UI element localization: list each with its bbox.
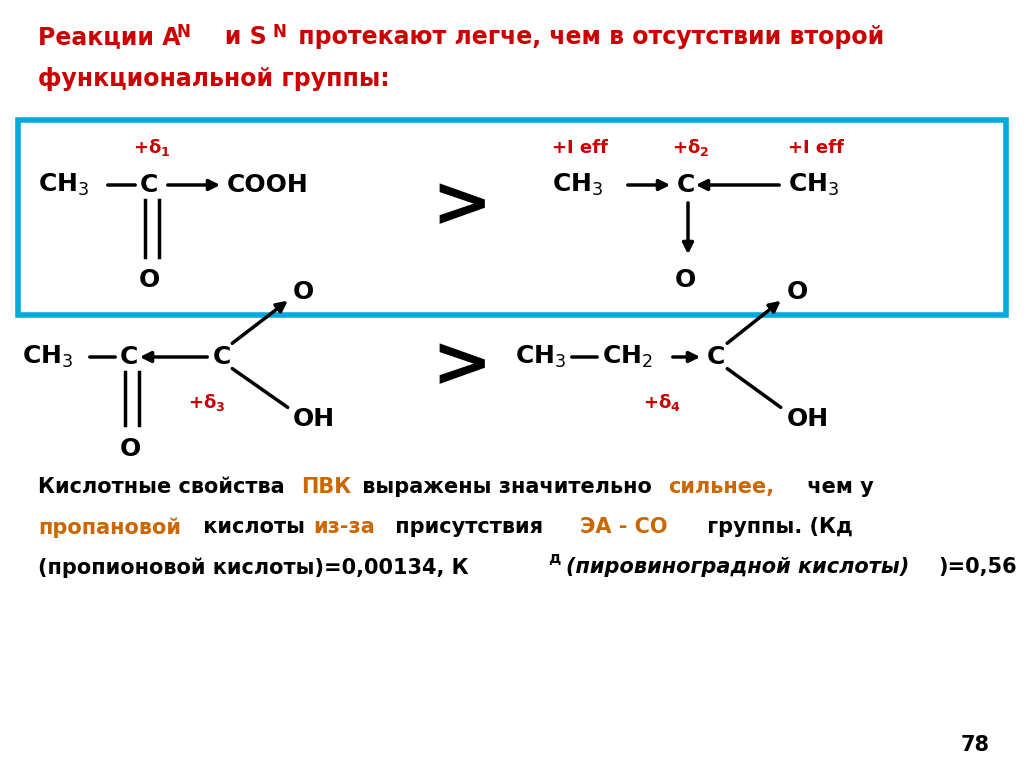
Text: и S: и S xyxy=(200,25,266,49)
Text: C: C xyxy=(140,173,159,197)
Text: из-за: из-за xyxy=(313,517,375,537)
Text: C: C xyxy=(707,345,725,369)
Text: +$\mathbf{\delta_4}$: +$\mathbf{\delta_4}$ xyxy=(643,391,681,413)
Text: сильнее,: сильнее, xyxy=(668,477,774,497)
Text: кислоты: кислоты xyxy=(196,517,312,537)
Text: (пировиноградной кислоты): (пировиноградной кислоты) xyxy=(566,557,909,577)
Text: C: C xyxy=(213,345,231,369)
Text: д: д xyxy=(548,551,560,566)
Text: O: O xyxy=(293,280,314,304)
Text: выражены значительно: выражены значительно xyxy=(355,477,659,497)
Text: )=0,56: )=0,56 xyxy=(938,557,1017,577)
Text: +$\mathbf{\delta_1}$: +$\mathbf{\delta_1}$ xyxy=(133,137,171,159)
Text: CH$_3$: CH$_3$ xyxy=(22,344,74,370)
Text: O: O xyxy=(787,280,808,304)
Text: O: O xyxy=(139,268,160,292)
Text: O: O xyxy=(120,437,141,461)
Text: N: N xyxy=(177,23,190,41)
Text: Реакции A: Реакции A xyxy=(38,25,180,49)
Text: протекают легче, чем в отсутствии второй: протекают легче, чем в отсутствии второй xyxy=(290,25,885,49)
Text: >: > xyxy=(432,173,493,242)
Text: OH: OH xyxy=(787,407,829,431)
Text: +I eff: +I eff xyxy=(552,139,608,157)
Bar xyxy=(18,120,1006,315)
Text: присутствия: присутствия xyxy=(388,517,550,537)
Text: CH$_3$: CH$_3$ xyxy=(788,172,840,198)
Text: пропановой: пропановой xyxy=(38,517,181,538)
Text: CH$_3$: CH$_3$ xyxy=(552,172,603,198)
Text: 78: 78 xyxy=(961,735,989,755)
Text: C: C xyxy=(120,345,138,369)
Text: группы. (Кд: группы. (Кд xyxy=(700,517,853,537)
Text: (пропионовой кислоты)=0,00134, К: (пропионовой кислоты)=0,00134, К xyxy=(38,557,469,578)
Text: OH: OH xyxy=(293,407,335,431)
Text: COOH: COOH xyxy=(227,173,309,197)
Text: +$\mathbf{\delta_3}$: +$\mathbf{\delta_3}$ xyxy=(188,391,225,413)
Text: функциональной группы:: функциональной группы: xyxy=(38,67,389,91)
Text: ЭА - СО: ЭА - СО xyxy=(580,517,668,537)
Text: CH$_2$: CH$_2$ xyxy=(602,344,653,370)
Text: C: C xyxy=(677,173,695,197)
Text: ПВК: ПВК xyxy=(301,477,351,497)
Text: N: N xyxy=(272,23,286,41)
Text: +I eff: +I eff xyxy=(788,139,844,157)
Text: CH$_3$: CH$_3$ xyxy=(38,172,89,198)
Text: +$\mathbf{\delta_2}$: +$\mathbf{\delta_2}$ xyxy=(672,137,710,159)
Text: чем у: чем у xyxy=(800,477,873,497)
Text: Кислотные свойства: Кислотные свойства xyxy=(38,477,292,497)
Text: O: O xyxy=(675,268,696,292)
Text: >: > xyxy=(432,333,493,401)
Text: CH$_3$: CH$_3$ xyxy=(515,344,566,370)
